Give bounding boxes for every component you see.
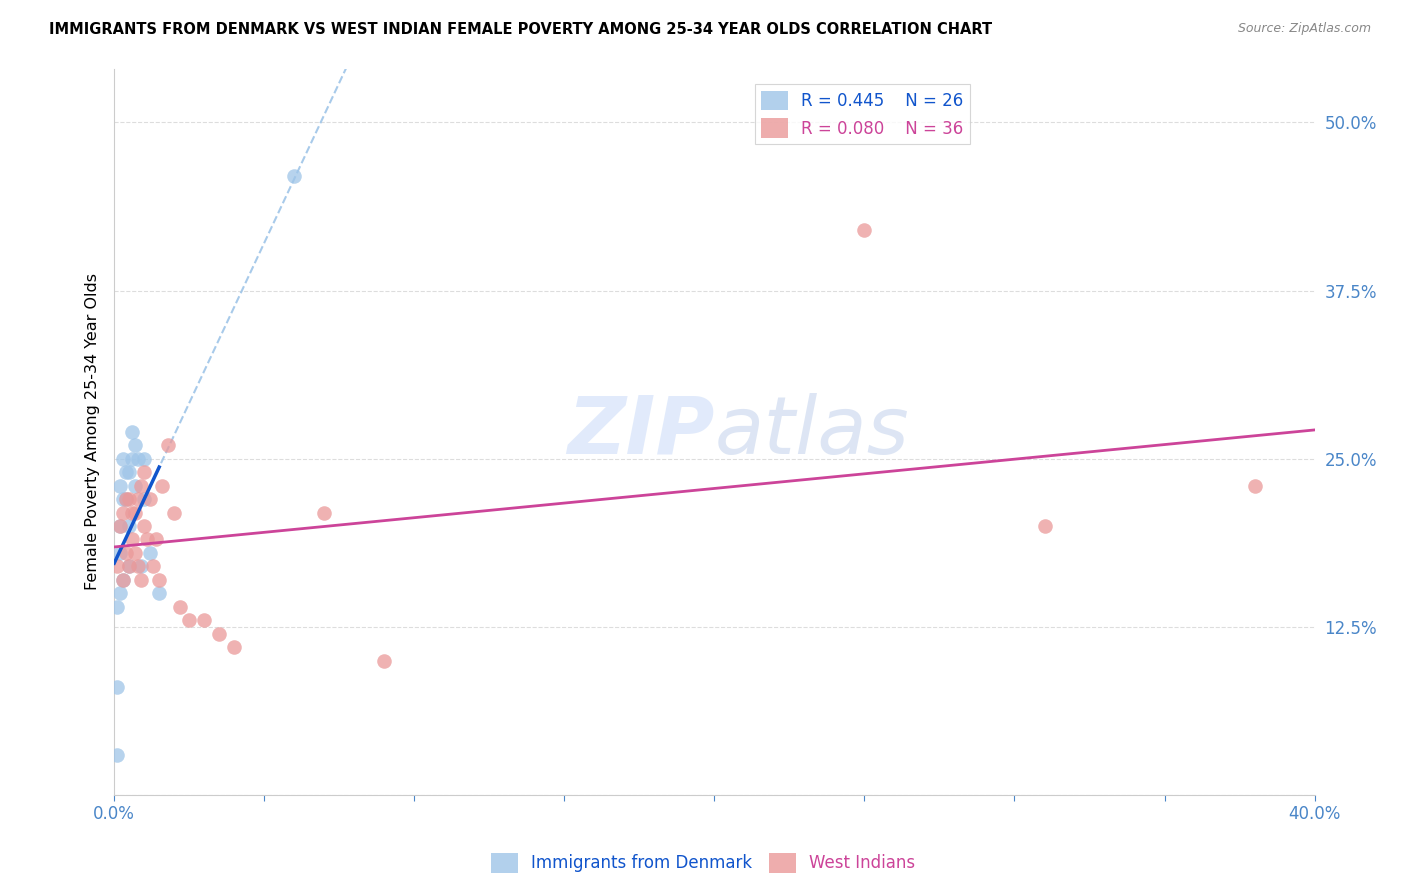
Point (118, 559, 141, 574)
Point (150, 478, 173, 492)
Legend: R = 0.445    N = 26, R = 0.080    N = 36: R = 0.445 N = 26, R = 0.080 N = 36 (755, 84, 970, 145)
Point (134, 451, 156, 466)
Point (108, 586, 131, 600)
Point (139, 491, 162, 506)
Point (105, 681, 128, 695)
Point (142, 559, 165, 574)
Point (373, 653, 395, 667)
Point (127, 491, 149, 506)
Point (105, 599, 128, 614)
Point (124, 506, 146, 520)
Point (193, 613, 215, 627)
Point (115, 491, 138, 506)
Point (105, 747, 128, 762)
Point (129, 559, 152, 574)
Point (105, 559, 128, 574)
Point (112, 491, 135, 506)
Point (145, 533, 167, 547)
Point (112, 573, 135, 587)
Point (124, 438, 146, 452)
Point (121, 425, 143, 439)
Point (118, 559, 141, 574)
Text: ZIP: ZIP (567, 392, 714, 471)
Point (148, 573, 170, 587)
Point (853, 223, 876, 237)
Point (108, 519, 131, 533)
Point (169, 599, 191, 614)
Point (121, 506, 143, 520)
Point (108, 478, 131, 492)
Point (112, 506, 135, 520)
Point (118, 491, 141, 506)
Point (134, 519, 156, 533)
Point (134, 491, 156, 506)
Point (1033, 519, 1056, 533)
Text: atlas: atlas (714, 392, 910, 471)
Point (148, 586, 170, 600)
Point (134, 465, 156, 479)
Legend: Immigrants from Denmark, West Indians: Immigrants from Denmark, West Indians (485, 847, 921, 880)
Point (179, 613, 201, 627)
Point (157, 438, 180, 452)
Point (112, 573, 135, 587)
Point (1243, 478, 1265, 492)
Text: Source: ZipAtlas.com: Source: ZipAtlas.com (1237, 22, 1371, 36)
Point (127, 451, 149, 466)
Point (124, 478, 146, 492)
Point (115, 465, 138, 479)
Point (139, 546, 162, 560)
Point (118, 465, 141, 479)
Point (115, 491, 138, 506)
Text: IMMIGRANTS FROM DENMARK VS WEST INDIAN FEMALE POVERTY AMONG 25-34 YEAR OLDS CORR: IMMIGRANTS FROM DENMARK VS WEST INDIAN F… (49, 22, 993, 37)
Point (129, 573, 152, 587)
Point (314, 506, 336, 520)
Point (127, 559, 149, 574)
Point (136, 533, 159, 547)
Point (163, 506, 186, 520)
Point (118, 519, 141, 533)
Point (129, 478, 152, 492)
Point (115, 546, 138, 560)
Point (208, 626, 231, 640)
Point (121, 451, 143, 466)
Point (108, 519, 131, 533)
Point (112, 451, 135, 466)
Point (124, 546, 146, 560)
Y-axis label: Female Poverty Among 25-34 Year Olds: Female Poverty Among 25-34 Year Olds (86, 273, 100, 591)
Point (283, 169, 305, 183)
Point (224, 640, 246, 654)
Point (108, 546, 131, 560)
Point (121, 533, 143, 547)
